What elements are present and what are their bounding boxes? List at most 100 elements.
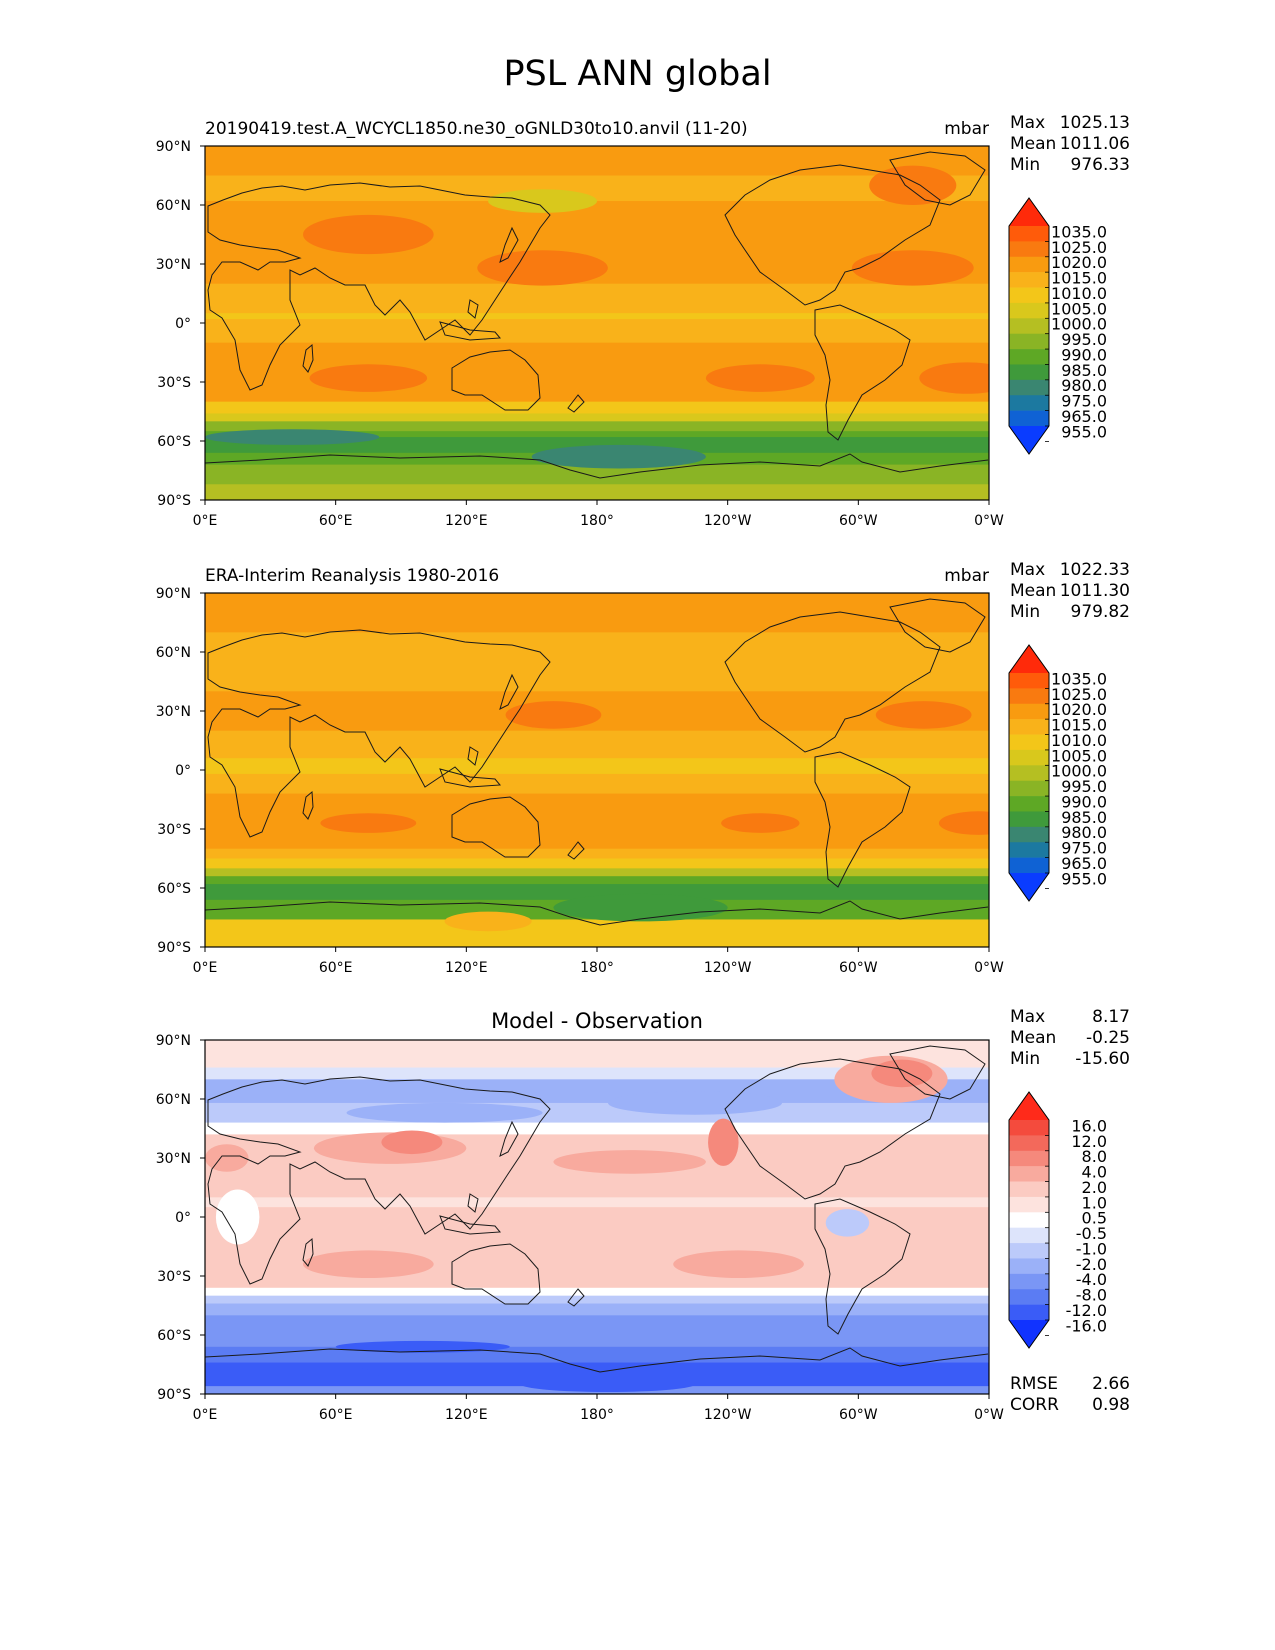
colorbar-level-label: 1000.0 — [1051, 315, 1107, 334]
colorbar-level-label: 16.0 — [1071, 1116, 1107, 1135]
colorbar-segment — [1009, 1273, 1049, 1290]
field-band — [205, 1315, 989, 1348]
stat-value: 1011.06 — [1060, 134, 1130, 154]
map-panel-test: 90°N 60°N 30°N 0° 30°S 60°S 90°S0°E 60°E 120°E 18… — [156, 113, 1130, 529]
colorbar-extend-max — [1009, 198, 1049, 226]
field-anomaly — [673, 1250, 804, 1278]
colorbar-segment — [1009, 1135, 1049, 1152]
y-tick-label: 90°S — [157, 493, 191, 509]
field-anomaly — [705, 364, 815, 392]
colorbar-segment — [1009, 333, 1049, 350]
colorbar-level-label: 1025.0 — [1051, 238, 1107, 257]
field-band — [205, 1102, 989, 1124]
colorbar-segment — [1009, 287, 1049, 304]
stat-label: RMSE — [1010, 1374, 1058, 1394]
y-tick-label: 60°N — [156, 645, 191, 661]
colorbar-segment — [1009, 673, 1049, 689]
colorbar-segment — [1009, 826, 1049, 843]
colorbar-level-label: 2.0 — [1082, 1178, 1107, 1197]
field-anomaly — [205, 1364, 380, 1385]
stat-value: 1011.30 — [1060, 581, 1130, 601]
field-band — [205, 593, 989, 633]
stat-label: Max — [1010, 113, 1045, 133]
field-anomaly — [381, 1130, 443, 1155]
stat-value: 0.98 — [1092, 1395, 1130, 1415]
stat-label: Min — [1010, 602, 1040, 622]
map-field-ref — [205, 593, 989, 947]
field-anomaly — [553, 893, 728, 922]
colorbar-segment — [1009, 688, 1049, 705]
colorbar-segment — [1009, 379, 1049, 396]
colorbar-segment — [1009, 226, 1049, 242]
field-band — [205, 1207, 989, 1289]
x-tick-label: 120°W — [704, 1407, 752, 1423]
field-anomaly — [847, 632, 957, 672]
colorbar-level-label: 985.0 — [1061, 808, 1107, 827]
field-anomaly — [205, 429, 380, 445]
field-anomaly — [303, 1250, 434, 1278]
colorbar-level-label: 0.5 — [1082, 1209, 1107, 1228]
colorbar-segment — [1009, 302, 1049, 319]
x-tick-label: 0°W — [974, 960, 1004, 976]
field-band — [205, 848, 989, 859]
colorbar-segment — [1009, 734, 1049, 751]
y-tick-label: 60°S — [157, 1328, 191, 1344]
field-band — [205, 1067, 989, 1080]
field-anomaly — [851, 250, 974, 286]
colorbar-extend-min — [1009, 426, 1049, 454]
stat-label: Max — [1010, 560, 1045, 580]
field-band — [205, 1287, 989, 1297]
colorbar-segment — [1009, 811, 1049, 828]
figure-title: PSL ANN global — [503, 54, 772, 94]
colorbar-level-label: 1025.0 — [1051, 685, 1107, 704]
colorbar-extend-min — [1009, 873, 1049, 901]
field-anomaly — [825, 1209, 870, 1237]
field-anomaly — [309, 364, 428, 392]
field-band — [205, 431, 989, 438]
y-tick-label: 30°S — [157, 822, 191, 838]
field-anomaly — [869, 165, 957, 205]
field-band — [205, 858, 989, 869]
field-band — [205, 421, 989, 432]
colorbar-extend-min — [1009, 1320, 1049, 1348]
x-tick-label: 60°W — [839, 1407, 878, 1423]
y-tick-label: 30°N — [156, 704, 191, 720]
colorbar-level-label: -8.0 — [1076, 1286, 1107, 1305]
colorbar-level-label: 990.0 — [1061, 792, 1107, 811]
field-band — [205, 283, 989, 314]
map-panel-ref: 90°N 60°N 30°N 0° 30°S 60°S 90°S0°E 60°E 120°E 18… — [156, 560, 1130, 976]
colorbar-segment — [1009, 1304, 1049, 1321]
stat-label: Min — [1010, 1049, 1040, 1069]
map-field-test — [205, 146, 989, 500]
y-tick-label: 30°S — [157, 1269, 191, 1285]
colorbar-segment — [1009, 857, 1049, 874]
x-tick-label: 180° — [580, 960, 614, 976]
colorbar-segment — [1009, 364, 1049, 381]
panel-left-title: 20190419.test.A_WCYCL1850.ne30_oGNLD30to… — [205, 119, 748, 139]
colorbar-level-label: 1010.0 — [1051, 284, 1107, 303]
field-band — [205, 1303, 989, 1316]
colorbar-level-label: 1010.0 — [1051, 731, 1107, 750]
field-band — [205, 773, 989, 795]
field-band — [205, 730, 989, 759]
field-anomaly — [303, 214, 434, 255]
field-anomaly — [346, 1102, 543, 1123]
field-band — [205, 868, 989, 877]
field-anomaly — [488, 189, 597, 213]
colorbar-level-label: 1020.0 — [1051, 700, 1107, 719]
colorbar-level-label: 955.0 — [1061, 869, 1107, 888]
stat-label: Min — [1010, 155, 1040, 175]
field-band — [205, 1197, 989, 1208]
colorbar-level-label: 8.0 — [1082, 1147, 1107, 1166]
panel-units: mbar — [944, 566, 989, 586]
field-anomaly — [919, 362, 989, 394]
colorbar-segment — [1009, 318, 1049, 334]
stat-label: Max — [1010, 1007, 1045, 1027]
map-field-diff — [205, 1040, 989, 1394]
x-tick-label: 180° — [580, 513, 614, 529]
y-tick-label: 0° — [175, 1210, 191, 1226]
colorbar-level-label: 975.0 — [1061, 392, 1107, 411]
colorbar-level-label: 1020.0 — [1051, 253, 1107, 272]
stat-label: Mean — [1010, 134, 1056, 154]
